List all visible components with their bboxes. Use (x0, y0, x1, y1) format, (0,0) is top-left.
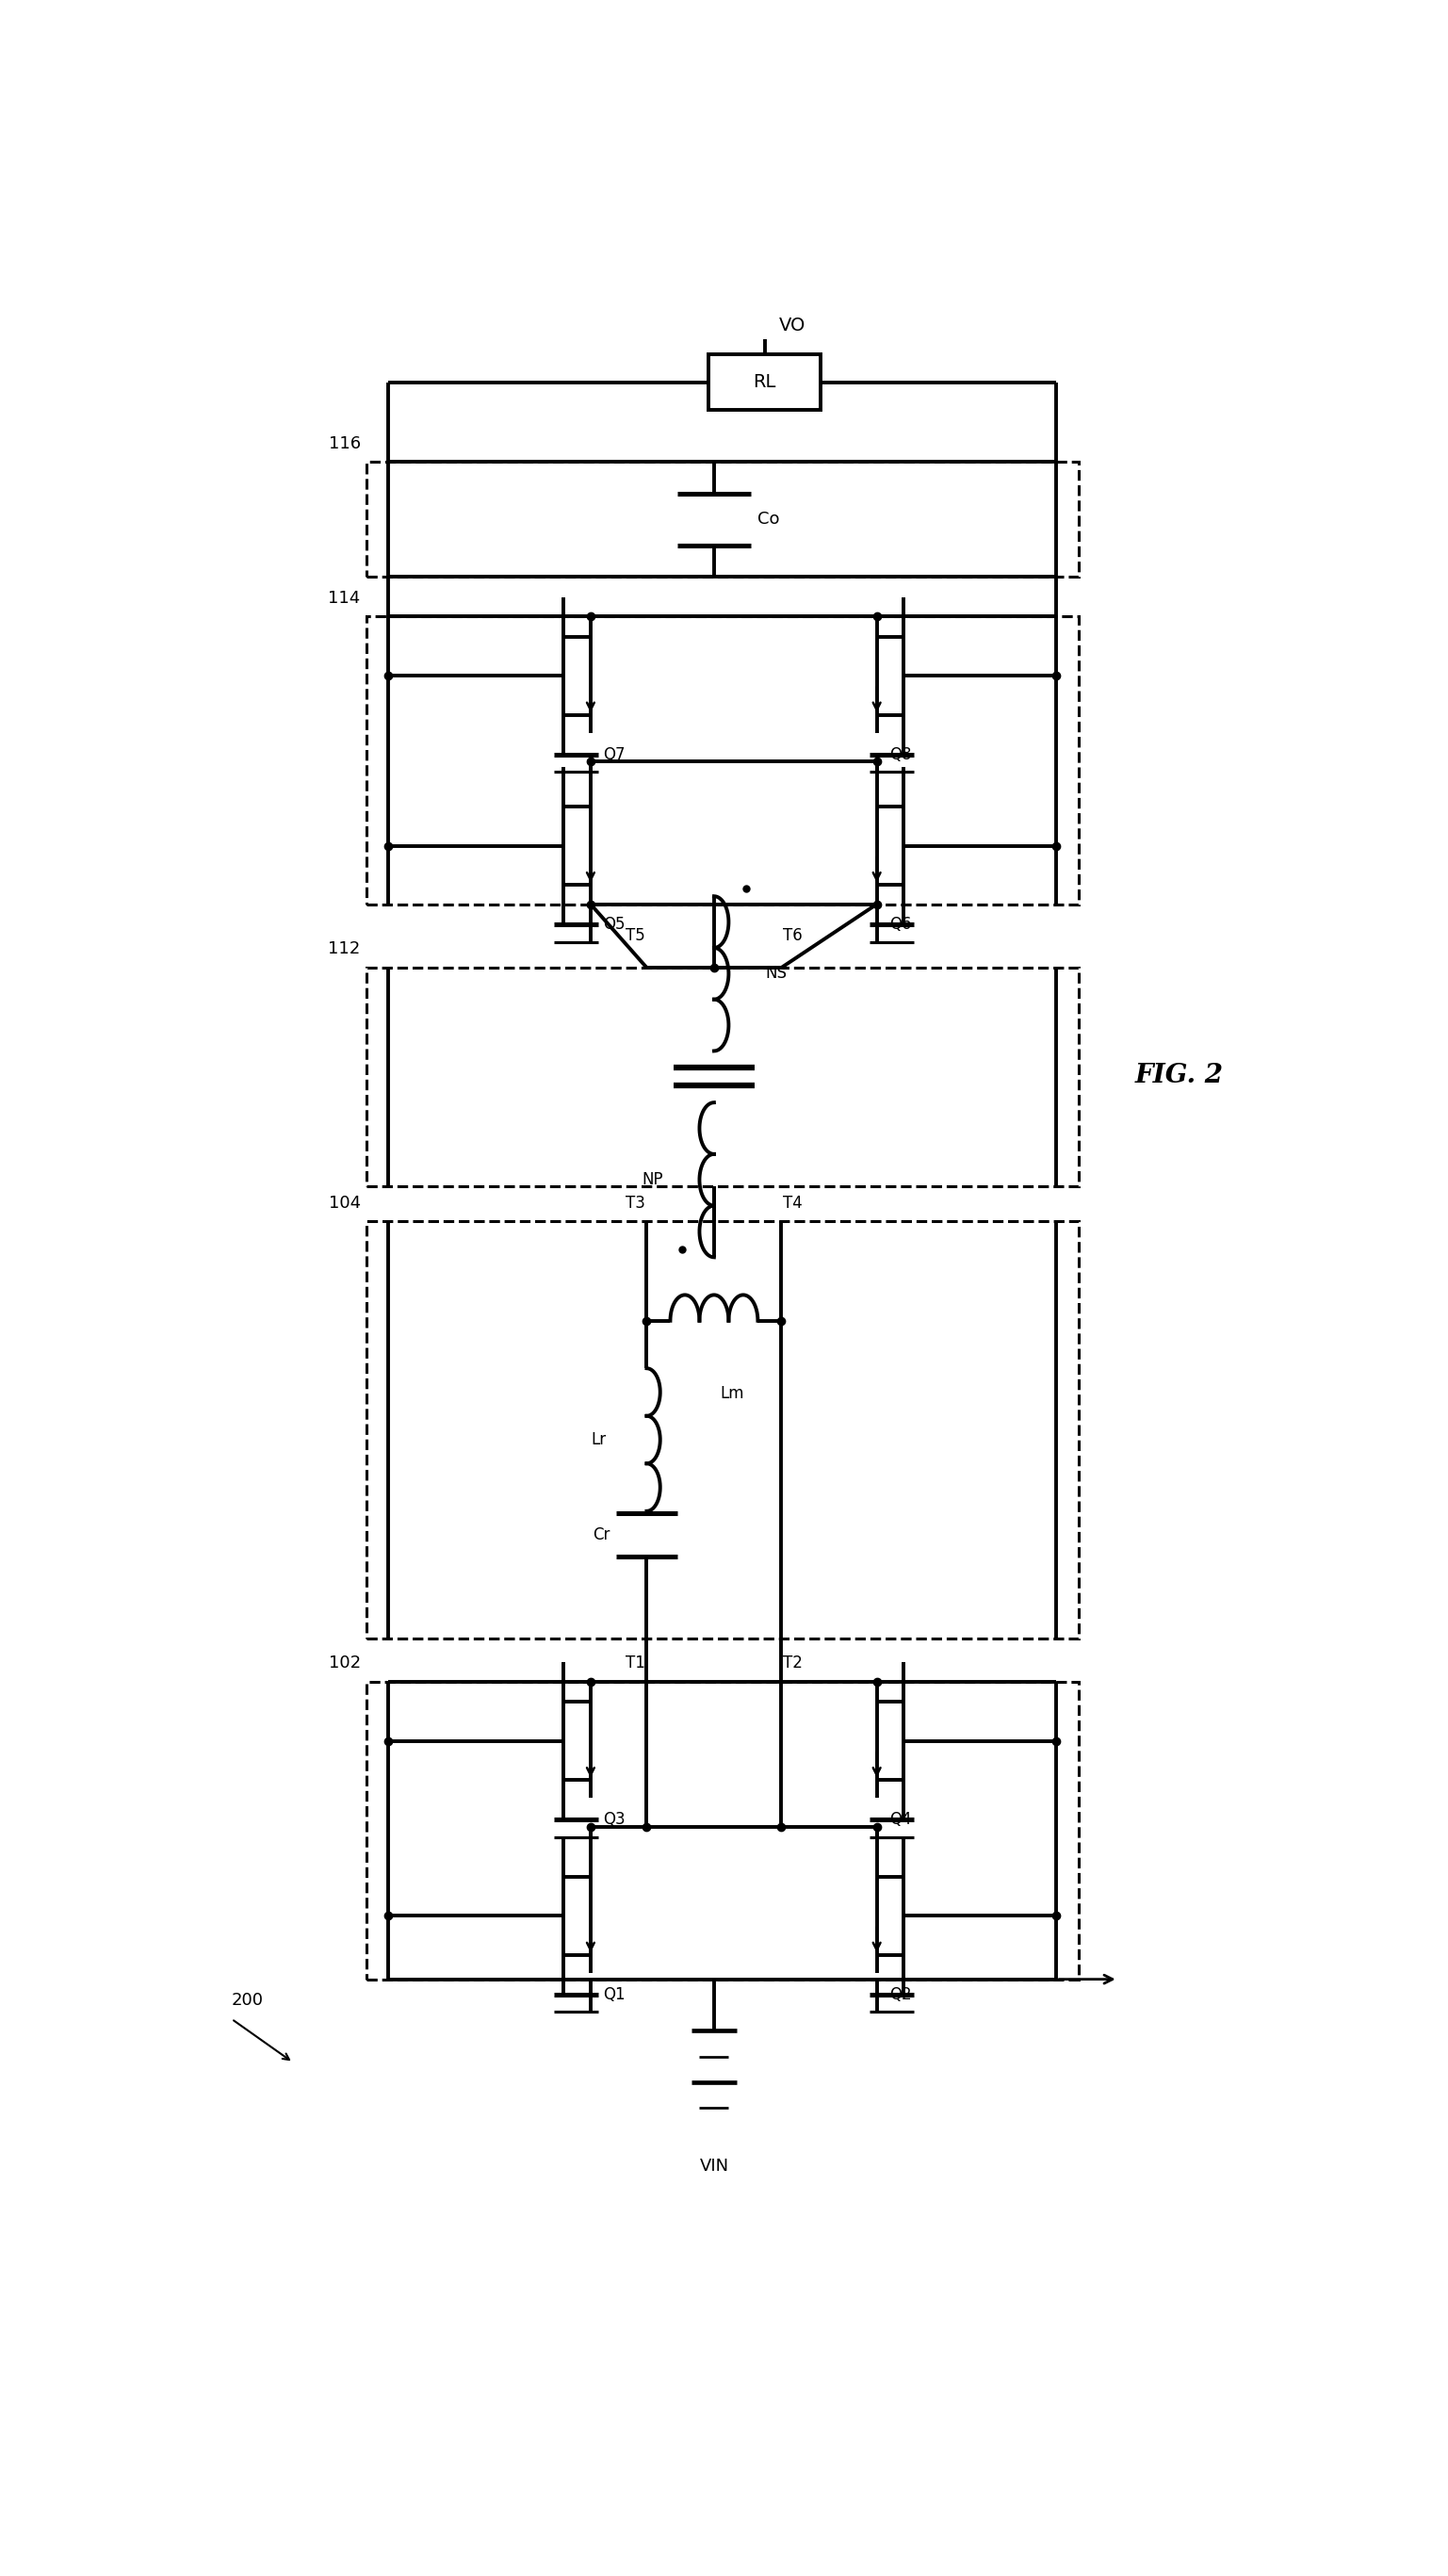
Text: 112: 112 (329, 940, 361, 958)
Bar (708, 355, 821, 410)
Text: Q4: Q4 (889, 1811, 911, 1829)
Text: Q7: Q7 (602, 747, 626, 762)
Text: T3: T3 (626, 1195, 646, 1211)
Text: Lm: Lm (720, 1386, 744, 1401)
Text: 114: 114 (329, 590, 361, 605)
Text: Q8: Q8 (889, 747, 911, 762)
Text: 200: 200 (232, 1991, 264, 2009)
Text: VIN: VIN (699, 2159, 728, 2174)
Text: Lr: Lr (591, 1432, 607, 1448)
Text: Q3: Q3 (602, 1811, 626, 1829)
Text: FIG. 2: FIG. 2 (1135, 1064, 1224, 1087)
Text: Q5: Q5 (602, 917, 626, 933)
Text: T5: T5 (626, 927, 646, 945)
Text: RL: RL (753, 374, 776, 392)
Text: NS: NS (765, 966, 786, 981)
Text: Q6: Q6 (889, 917, 911, 933)
Text: T4: T4 (783, 1195, 802, 1211)
Text: NP: NP (641, 1172, 663, 1188)
Text: Co: Co (757, 510, 780, 528)
Text: 116: 116 (329, 435, 361, 451)
Text: Q1: Q1 (602, 1986, 626, 2004)
Text: 102: 102 (329, 1654, 361, 1672)
Text: Cr: Cr (592, 1528, 610, 1543)
Text: 104: 104 (329, 1195, 361, 1211)
Text: T1: T1 (626, 1654, 646, 1672)
Text: Q2: Q2 (889, 1986, 911, 2004)
Text: T2: T2 (783, 1654, 802, 1672)
Text: VO: VO (779, 317, 807, 335)
Text: T6: T6 (783, 927, 802, 945)
